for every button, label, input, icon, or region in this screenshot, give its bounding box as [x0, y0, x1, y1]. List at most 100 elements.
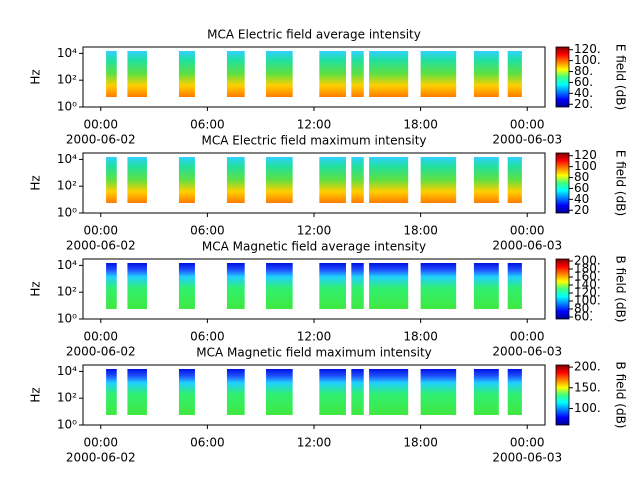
colorbar — [555, 364, 570, 426]
spectrogram-block — [507, 369, 522, 415]
colorbar — [555, 258, 570, 320]
spectrogram-block — [473, 51, 499, 97]
spectrogram-block — [178, 369, 195, 415]
y-axis-label: Hz — [29, 69, 43, 84]
date-label: 2000-06-02 — [66, 133, 136, 147]
spectrogram-block — [127, 263, 147, 309]
spectrogram-block — [351, 263, 364, 309]
spectrogram-block — [266, 51, 293, 97]
x-tick-label: 12:00 — [297, 224, 332, 238]
colorbar — [555, 46, 570, 108]
x-tick-label: 00:00 — [83, 330, 118, 344]
colorbar-tick-label: 60. — [574, 75, 593, 89]
spectrogram-block — [351, 157, 364, 203]
colorbar-tick-label: 100 — [574, 159, 597, 173]
spectrogram-block — [266, 157, 293, 203]
spectrogram-block — [319, 369, 346, 415]
y-tick-label: 10⁰ — [57, 418, 77, 432]
colorbar-tick-label: 20 — [574, 203, 589, 217]
x-tick-label: 00:00 — [83, 224, 118, 238]
spectrogram-block — [106, 157, 117, 203]
spectrogram-block — [369, 369, 409, 415]
spectrogram-block — [420, 369, 457, 415]
spectrogram-block — [266, 369, 293, 415]
colorbar-tick-label: 80. — [574, 302, 593, 316]
colorbar-tick-label: 160. — [574, 270, 601, 284]
spectrogram-block — [178, 51, 195, 97]
colorbar-tick-label: 200. — [574, 360, 601, 374]
date-label: 2000-06-03 — [492, 239, 562, 253]
y-tick-label: 10⁴ — [57, 152, 77, 166]
spectrogram-block — [507, 51, 522, 97]
x-tick-label: 12:00 — [297, 436, 332, 450]
spectrogram-block — [106, 51, 117, 97]
colorbar-tick-label: 100. — [574, 294, 601, 308]
spectrogram-block — [226, 157, 245, 203]
spectrogram-block — [369, 51, 409, 97]
spectrogram-block — [420, 263, 457, 309]
y-tick-label: 10⁴ — [57, 46, 77, 60]
y-tick-label: 10² — [57, 73, 77, 87]
spectrogram-block — [127, 157, 147, 203]
colorbar-tick-label: 140. — [574, 278, 601, 292]
x-tick-label: 00:00 — [83, 436, 118, 450]
x-tick-label: 18:00 — [403, 436, 438, 450]
spectrogram-block — [319, 263, 346, 309]
y-tick-label: 10² — [57, 391, 77, 405]
spectrogram-block — [420, 157, 457, 203]
colorbar-tick-label: 150. — [574, 380, 601, 394]
spectrogram-block — [106, 369, 117, 415]
x-tick-label: 12:00 — [297, 118, 332, 132]
colorbar-tick-label: 60. — [574, 310, 593, 324]
spectrogram-block — [178, 157, 195, 203]
y-tick-label: 10² — [57, 285, 77, 299]
spectrogram-block — [473, 157, 499, 203]
x-tick-label: 18:00 — [403, 118, 438, 132]
colorbar-tick-label: 80. — [574, 64, 593, 78]
date-label: 2000-06-03 — [492, 345, 562, 359]
date-label: 2000-06-02 — [66, 345, 136, 359]
date-label: 2000-06-03 — [492, 451, 562, 465]
x-tick-label: 18:00 — [403, 330, 438, 344]
x-tick-label: 06:00 — [190, 224, 225, 238]
colorbar-tick-label: 100. — [574, 53, 601, 67]
y-tick-label: 10⁴ — [57, 364, 77, 378]
colorbar-label: B field (dB) — [614, 256, 628, 323]
spectrogram-block — [351, 369, 364, 415]
colorbar-tick-label: 200. — [574, 254, 601, 268]
x-tick-label: 00:00 — [510, 330, 545, 344]
date-label: 2000-06-02 — [66, 451, 136, 465]
panel-title: MCA Magnetic field average intensity — [202, 240, 426, 254]
colorbar-tick-label: 180. — [574, 262, 601, 276]
date-label: 2000-06-02 — [66, 239, 136, 253]
x-tick-label: 00:00 — [510, 224, 545, 238]
spectrogram-block — [226, 369, 245, 415]
colorbar-tick-label: 80 — [574, 170, 589, 184]
spectrogram-block — [473, 369, 499, 415]
colorbar-tick-label: 60 — [574, 181, 589, 195]
panel-title: MCA Electric field average intensity — [207, 28, 421, 42]
colorbar-tick-label: 120 — [574, 148, 597, 162]
y-axis-label: Hz — [29, 387, 43, 402]
y-tick-label: 10² — [57, 179, 77, 193]
y-tick-label: 10⁰ — [57, 312, 77, 326]
spectrogram-block — [507, 263, 522, 309]
spectrogram-block — [226, 51, 245, 97]
spectrogram-block — [319, 51, 346, 97]
x-tick-label: 00:00 — [83, 118, 118, 132]
x-tick-label: 12:00 — [297, 330, 332, 344]
x-tick-label: 18:00 — [403, 224, 438, 238]
spectrogram-block — [178, 263, 195, 309]
y-tick-label: 10⁰ — [57, 100, 77, 114]
colorbar — [555, 152, 570, 214]
spectrogram-block — [319, 157, 346, 203]
x-tick-label: 06:00 — [190, 118, 225, 132]
spectrogram-block — [369, 157, 409, 203]
spectrogram-block — [106, 263, 117, 309]
spectrogram-block — [369, 263, 409, 309]
x-tick-label: 00:00 — [510, 436, 545, 450]
spectrogram-block — [351, 51, 364, 97]
spectrogram-block — [507, 157, 522, 203]
colorbar-tick-label: 120. — [574, 286, 601, 300]
